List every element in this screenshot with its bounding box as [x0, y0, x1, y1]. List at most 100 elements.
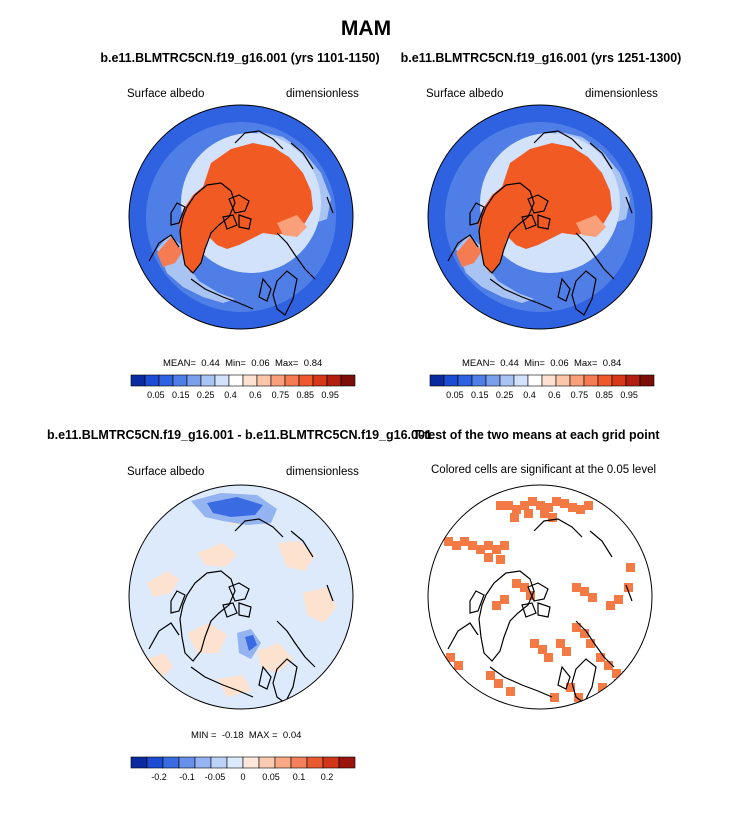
panel1-right-label: dimensionless [286, 88, 359, 100]
albedo-map-1101-1150 [128, 104, 354, 330]
significant-cell [510, 513, 519, 522]
canadian-snow [456, 237, 482, 267]
colorbar3-swatch [130, 756, 148, 769]
significant-cell [614, 595, 623, 604]
ttest-significance-map [427, 484, 653, 710]
colorbar2-tick-label: 0.6 [548, 390, 561, 400]
significant-cell [544, 503, 553, 512]
panel4-subtitle: Colored cells are significant at the 0.0… [431, 464, 657, 476]
canadian-snow [157, 237, 183, 267]
significant-cell [468, 541, 477, 550]
colorbar2-swatch [555, 374, 571, 387]
colorbar3-tick-label: 0.1 [293, 772, 306, 782]
colorbar2-swatch [513, 374, 529, 387]
significant-cell [520, 501, 529, 510]
albedo-map-1251-1300 [427, 104, 653, 330]
significant-cell [486, 671, 495, 680]
panel3-right-label: dimensionless [286, 466, 359, 478]
significant-cell [596, 653, 605, 662]
colorbar2-tick-label: 0.95 [620, 390, 638, 400]
colorbar1-swatch [326, 374, 342, 387]
significant-cell [572, 583, 581, 592]
colorbar1-swatch [340, 374, 356, 387]
significant-cell [576, 505, 585, 514]
coastlines [148, 130, 334, 316]
significant-cell [500, 541, 509, 550]
panel3-title: b.e11.BLMTRC5CN.f19_g16.001 - b.e11.BLMT… [47, 428, 432, 442]
colorbar3-swatch [290, 756, 308, 769]
significant-cell [626, 563, 635, 572]
significant-cell [504, 501, 513, 510]
panel2-mean-label: MEAN= [462, 358, 495, 369]
colorbar2-swatch [429, 374, 445, 387]
panel1-max-value: 0.84 [303, 358, 323, 369]
significant-cell [538, 645, 547, 654]
significant-cell [550, 693, 559, 702]
significant-cell [582, 703, 591, 709]
panel3-left-label: Surface albedo [127, 466, 205, 478]
panel2-min-label: Min= [524, 358, 545, 369]
significant-cell [536, 501, 545, 510]
significant-cell [548, 513, 557, 522]
significant-cell [544, 653, 553, 662]
significant-cell [524, 509, 533, 518]
colorbar2-swatch [443, 374, 459, 387]
colorbar2-swatch [499, 374, 515, 387]
colorbar2-swatch [625, 374, 641, 387]
colorbar1-swatch [312, 374, 328, 387]
panel2-max-label: Max= [573, 358, 598, 369]
positive-anomaly-patch [187, 623, 227, 653]
colorbar3-swatch [210, 756, 228, 769]
colorbar1-swatch [214, 374, 230, 387]
colorbar1-swatch [284, 374, 300, 387]
significant-cell [574, 693, 583, 702]
colorbar3-swatch [178, 756, 196, 769]
greenland-ice-sheet [179, 183, 235, 273]
colorbar3-tick-label: -0.05 [205, 772, 226, 782]
significant-cell [612, 669, 621, 678]
significant-cell [500, 595, 509, 604]
colorbar1-tick-label: 0.75 [272, 390, 290, 400]
significant-cell [476, 545, 485, 554]
colorbar3-swatch [146, 756, 164, 769]
colorbar2-swatch [471, 374, 487, 387]
colorbar2-tick-label: 0.85 [595, 390, 613, 400]
colorbar2-swatch [639, 374, 655, 387]
significant-cell [624, 583, 633, 592]
significant-cell [566, 683, 575, 692]
colorbar2-tick-label: 0.75 [571, 390, 589, 400]
positive-anomaly-patch [217, 675, 251, 697]
panel3-stats: MIN = -0.18 MAX = 0.04 [191, 730, 301, 741]
panel1-max-label: Max= [274, 358, 299, 369]
strong-negative-patch [245, 635, 257, 651]
colorbar2-tick-label: 0.05 [446, 390, 464, 400]
significant-cell [526, 591, 535, 600]
colorbar1-swatch [172, 374, 188, 387]
colorbar3-swatch [242, 756, 260, 769]
significant-cell [590, 697, 599, 706]
colorbar2-swatch [527, 374, 543, 387]
panel1-mean-label: MEAN= [163, 358, 196, 369]
panel1-mean-value: 0.44 [201, 358, 220, 369]
panel2-mean-value: 0.44 [500, 358, 519, 369]
colorbar2-swatch [485, 374, 501, 387]
colorbar1-tick-label: 0.4 [224, 390, 237, 400]
colorbar3-swatch [194, 756, 212, 769]
colorbar1-swatch [158, 374, 174, 387]
coastlines [447, 130, 633, 316]
significant-cell [562, 647, 571, 656]
colorbar-panel1: 0.05 0.15 0.25 0.4 0.6 0.75 0.85 0.95 [130, 374, 356, 400]
positive-anomaly-patch [257, 643, 293, 673]
colorbar2-swatch [541, 374, 557, 387]
colorbar3-tick-label: 0 [240, 772, 245, 782]
significant-cell [492, 601, 501, 610]
barents-ice [576, 215, 606, 237]
significant-cell [496, 501, 505, 510]
panel2-left-label: Surface albedo [426, 88, 504, 100]
significant-cell [556, 639, 565, 648]
significant-cell [496, 555, 505, 564]
colorbar1-tick-label: 0.05 [147, 390, 165, 400]
colorbar1-tick-label: 0.85 [296, 390, 314, 400]
significant-cell [446, 653, 455, 662]
albedo-difference-map [128, 484, 354, 710]
